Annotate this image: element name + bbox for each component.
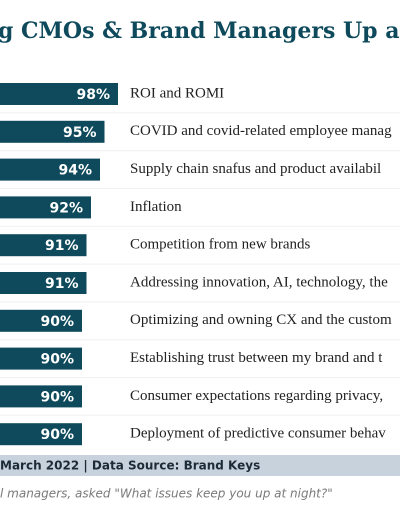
value-label: 91% <box>45 276 79 292</box>
value-label: 94% <box>58 163 92 179</box>
bar <box>0 309 82 332</box>
bar <box>0 385 82 408</box>
value-label: 91% <box>45 238 79 254</box>
category-label: Addressing innovation, AI, technology, t… <box>130 274 388 290</box>
value-label: 90% <box>40 389 74 405</box>
bar <box>0 423 82 446</box>
chart-title: g CMOs & Brand Managers Up at N <box>0 18 400 44</box>
bar <box>0 196 91 219</box>
note: l managers, asked "What issues keep you … <box>0 487 333 501</box>
bar <box>0 83 118 105</box>
bar <box>0 158 100 181</box>
category-label: Deployment of predictive consumer behav <box>130 426 386 442</box>
value-label: 90% <box>40 427 74 443</box>
value-label: 98% <box>76 87 110 103</box>
category-label: Inflation <box>130 199 182 215</box>
bar <box>0 120 105 143</box>
value-label: 95% <box>63 125 97 141</box>
bar <box>0 272 87 294</box>
category-label: Competition from new brands <box>130 237 311 253</box>
bar <box>0 234 87 257</box>
bar <box>0 347 82 370</box>
value-label: 92% <box>49 200 83 216</box>
category-label: Consumer expectations regarding privacy, <box>130 388 383 404</box>
category-label: ROI and ROMI <box>130 85 224 101</box>
source: March 2022 | Data Source: Brand Keys <box>0 459 260 473</box>
category-label: Establishing trust between my brand and … <box>130 350 383 366</box>
value-label: 90% <box>40 314 74 330</box>
category-label: Supply chain snafus and product availabi… <box>130 161 381 177</box>
category-label: Optimizing and owning CX and the custom <box>130 312 392 328</box>
value-label: 90% <box>40 352 74 368</box>
source-band <box>0 455 400 476</box>
category-label: COVID and covid-related employee manag <box>130 123 392 139</box>
